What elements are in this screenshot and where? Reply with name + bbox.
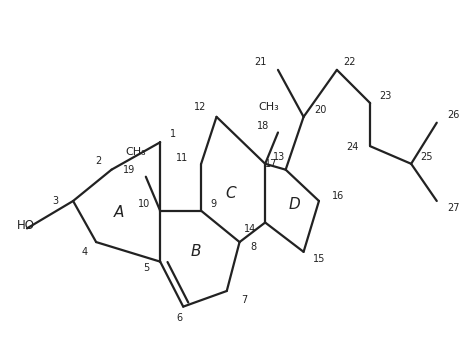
Text: 18: 18 [256, 121, 269, 131]
Text: 24: 24 [346, 142, 359, 152]
Text: 5: 5 [144, 262, 150, 273]
Text: D: D [289, 197, 300, 212]
Text: C: C [226, 186, 236, 201]
Text: 11: 11 [176, 153, 188, 163]
Text: 8: 8 [251, 242, 257, 252]
Text: HO: HO [17, 219, 35, 232]
Text: 2: 2 [95, 156, 101, 166]
Text: 26: 26 [447, 110, 459, 120]
Text: 4: 4 [82, 247, 87, 257]
Text: 13: 13 [273, 152, 285, 162]
Text: 7: 7 [241, 295, 247, 305]
Text: 25: 25 [420, 152, 433, 162]
Text: CH₃: CH₃ [258, 102, 279, 112]
Text: 17: 17 [264, 159, 277, 169]
Text: 12: 12 [194, 102, 206, 112]
Text: 6: 6 [177, 313, 182, 323]
Text: 23: 23 [379, 91, 392, 101]
Text: 19: 19 [123, 165, 136, 175]
Text: 22: 22 [344, 57, 356, 67]
Text: 16: 16 [332, 191, 344, 201]
Text: CH₃: CH₃ [125, 147, 146, 157]
Text: B: B [191, 244, 201, 260]
Text: 27: 27 [447, 203, 459, 213]
Text: 21: 21 [255, 57, 267, 67]
Text: 15: 15 [313, 254, 325, 264]
Text: 10: 10 [137, 199, 150, 209]
Text: 14: 14 [244, 224, 256, 234]
Text: 1: 1 [171, 129, 176, 139]
Text: 9: 9 [210, 199, 217, 209]
Text: A: A [114, 205, 124, 220]
Text: 20: 20 [314, 105, 326, 115]
Text: 3: 3 [53, 196, 59, 206]
